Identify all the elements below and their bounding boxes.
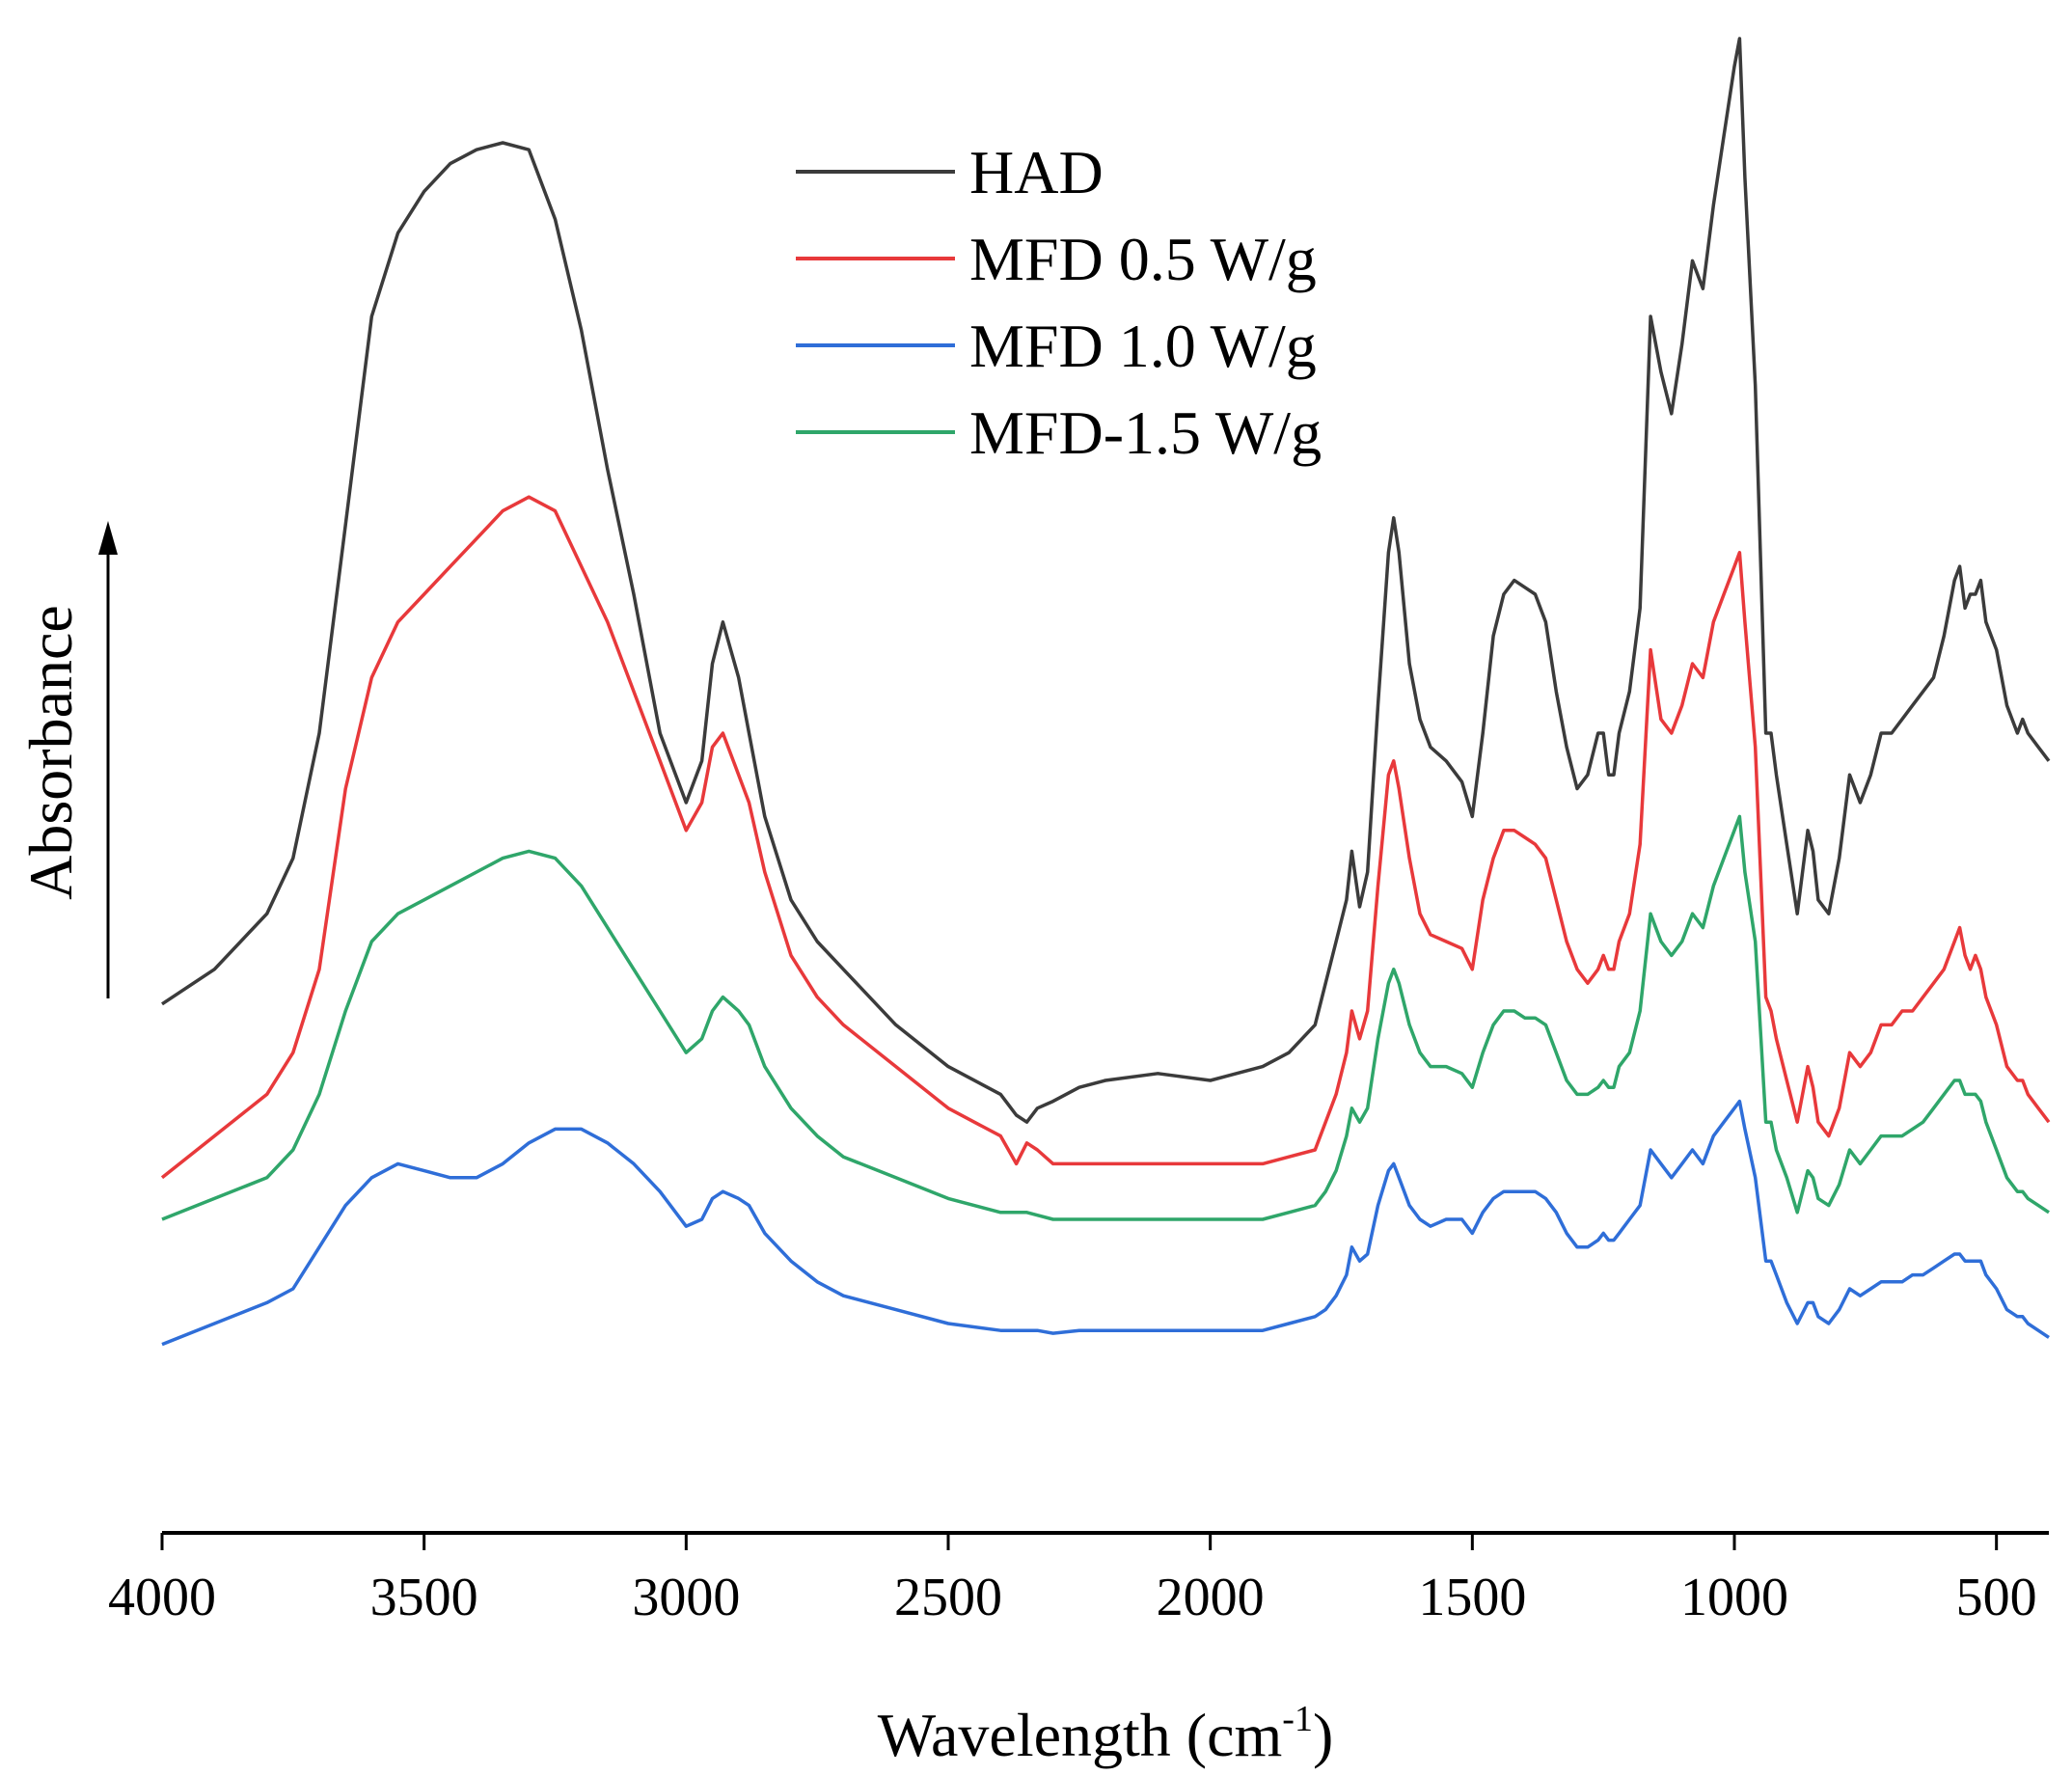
- x-axis-title-main: Wavelength (cm: [878, 1701, 1283, 1769]
- legend-label: HAD: [969, 138, 1104, 206]
- x-tick-label: 1000: [1680, 1568, 1788, 1627]
- y-axis-arrow: [98, 521, 118, 998]
- series-line-mfd-1-0-w-g: [161, 1099, 2050, 1347]
- series-line-had: [161, 37, 2051, 1124]
- legend: HAD MFD 0.5 W/g MFD 1.0 W/g MFD-1.5 W/g: [796, 138, 1322, 467]
- x-tick-label: 3000: [632, 1568, 740, 1627]
- x-tick-label: 2500: [894, 1568, 1002, 1627]
- x-ticks: 4000 3500 3000 2500 2000 1500 1000 500: [108, 1533, 2037, 1627]
- series-line-mfd-0-5-w-g: [160, 495, 2051, 1180]
- legend-label: MFD-1.5 W/g: [969, 398, 1322, 467]
- x-tick-label: 500: [1956, 1568, 2037, 1627]
- legend-label: MFD 0.5 W/g: [969, 225, 1317, 293]
- series-line-mfd-1-5-w-g: [161, 814, 2050, 1221]
- series-layer: [160, 37, 2051, 1347]
- x-axis-title-tail: ): [1313, 1701, 1333, 1769]
- legend-label: MFD 1.0 W/g: [969, 312, 1317, 380]
- x-tick-label: 4000: [108, 1568, 216, 1627]
- x-tick-label: 1500: [1418, 1568, 1526, 1627]
- y-axis-title: Absorbance: [16, 605, 85, 900]
- x-tick-label: 2000: [1157, 1568, 1265, 1627]
- x-axis-title: Wavelength (cm-1): [878, 1699, 1334, 1769]
- x-axis-title-sup: -1: [1282, 1699, 1313, 1739]
- x-tick-label: 3500: [370, 1568, 478, 1627]
